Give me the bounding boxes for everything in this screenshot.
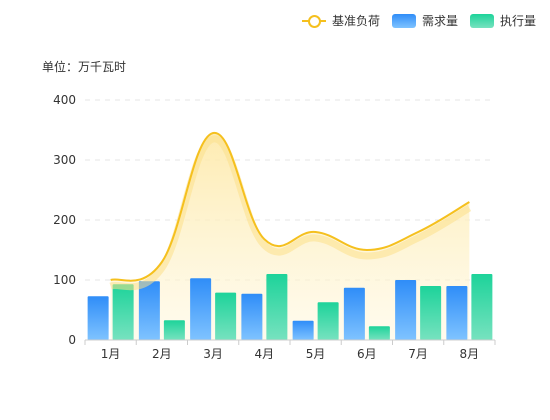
bar-executed: [420, 286, 442, 340]
bar-executed: [112, 284, 134, 340]
legend-demand-swatch: [391, 13, 416, 28]
bar-executed: [317, 302, 339, 340]
bar-executed: [471, 274, 493, 340]
bar-layer: [87, 274, 493, 340]
legend-label-executed: 执行量: [499, 14, 536, 28]
x-tick-label: 3月: [203, 347, 223, 361]
bar-executed: [215, 292, 237, 340]
bar-executed: [163, 320, 185, 340]
legend-executed-swatch: [469, 13, 494, 28]
bar-executed: [266, 274, 288, 340]
x-tick-label: 2月: [152, 347, 172, 361]
bar-demand: [395, 280, 417, 340]
x-tick-label: 7月: [408, 347, 428, 361]
bar-demand: [190, 278, 212, 340]
legend-label-baseline: 基准负荷: [331, 14, 380, 28]
unit-label: 单位：万千瓦时: [42, 60, 127, 74]
y-tick-label: 200: [53, 213, 76, 227]
bar-demand: [241, 293, 263, 340]
x-tick-label: 1月: [101, 347, 121, 361]
axis-layer: 0 100 200 300 400 1月 2月 3月 4月 5月 6月 7月 8月: [53, 93, 496, 361]
y-tick-label: 300: [53, 153, 76, 167]
bar-demand: [343, 287, 365, 340]
baseline-line: [110, 131, 470, 282]
bar-demand: [87, 296, 109, 340]
x-tick-label: 6月: [357, 347, 377, 361]
y-tick-label: 400: [53, 93, 76, 107]
y-tick-label: 100: [53, 273, 76, 287]
x-tick-label: 4月: [255, 347, 275, 361]
legend: 基准负荷 需求量 执行量: [301, 12, 536, 29]
line-layer: [109, 131, 472, 291]
legend-item-demand[interactable]: 需求量: [391, 12, 458, 29]
bar-demand: [446, 286, 468, 340]
x-tick-label: 5月: [306, 347, 326, 361]
x-tick-label: 8月: [460, 347, 480, 361]
legend-line-swatch: [301, 14, 326, 28]
legend-item-executed[interactable]: 执行量: [469, 12, 536, 29]
bar-demand: [138, 281, 160, 340]
bar-demand: [292, 320, 314, 340]
y-tick-label: 0: [68, 333, 76, 347]
legend-label-demand: 需求量: [421, 14, 458, 28]
baseline-line-glow: [109, 135, 472, 291]
legend-item-baseline[interactable]: 基准负荷: [301, 12, 380, 29]
bar-executed: [368, 326, 390, 340]
